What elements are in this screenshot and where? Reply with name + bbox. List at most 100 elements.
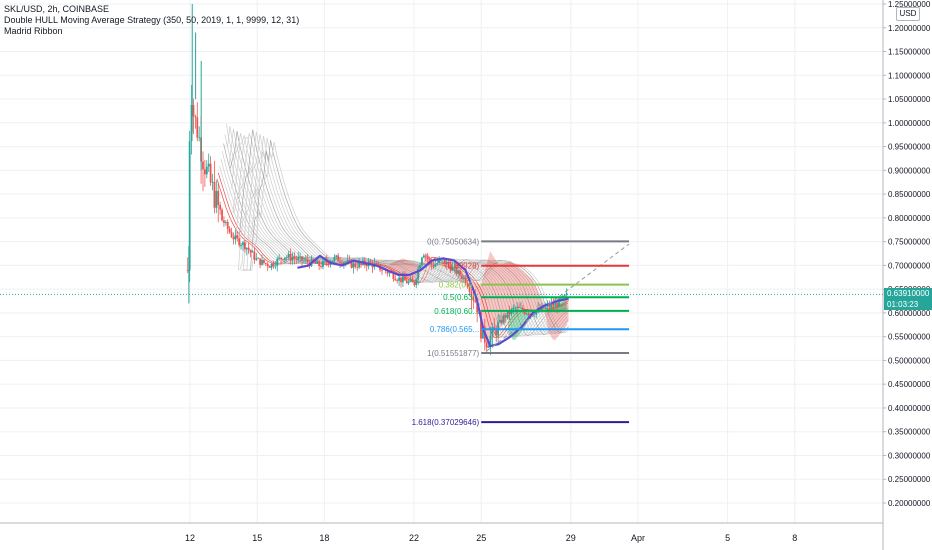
candle-up <box>558 298 560 307</box>
candle-down <box>386 270 389 274</box>
candle-up <box>255 258 258 260</box>
candle-down <box>365 264 368 267</box>
candle-down <box>392 272 395 280</box>
candle-up <box>240 245 242 246</box>
candle-up <box>440 259 442 261</box>
x-axis: 12 15 18 22 25 29 Apr 5 8 <box>185 533 797 543</box>
candle-up <box>421 257 423 266</box>
candle-up <box>285 257 288 258</box>
candle-up <box>352 263 355 268</box>
indicator-ribbon-label[interactable]: Madrid Ribbon <box>4 26 63 36</box>
candle-down <box>223 220 225 223</box>
candle-down <box>369 261 372 263</box>
fib-level-label: 1.618(0.37029646) <box>412 418 480 427</box>
candle-down <box>194 116 197 118</box>
candle-up <box>276 258 279 266</box>
ribbon-layer <box>216 123 569 342</box>
ribbon-line <box>236 129 569 336</box>
symbol-title: SKL/USD, 2h, COINBASE <box>4 4 110 14</box>
candle-down <box>257 258 260 260</box>
candle-up <box>502 315 505 323</box>
candle-up <box>287 254 290 258</box>
candle-up <box>251 251 254 253</box>
candle-down <box>381 269 383 271</box>
candle-up <box>535 310 538 315</box>
candle-up <box>211 181 214 183</box>
candle-down <box>394 279 397 281</box>
candle-up <box>434 264 437 267</box>
candle-up <box>563 295 566 296</box>
candle-up <box>402 276 404 283</box>
candle-up <box>499 319 501 323</box>
currency-button[interactable]: USD <box>896 7 920 21</box>
candle-down <box>523 310 526 314</box>
candle-up <box>245 247 248 250</box>
fib-level-label: 0.5(0.63... <box>443 293 479 302</box>
candle-down <box>243 242 246 250</box>
x-tick-label: 22 <box>409 533 419 543</box>
candle-up <box>335 255 338 257</box>
candle-down <box>348 260 351 261</box>
candle-down <box>339 261 341 263</box>
x-tick-label: 5 <box>725 533 730 543</box>
ribbon-line <box>245 142 568 334</box>
last-price-tag: 0.63910000 01:03:23 <box>884 288 932 311</box>
candle-down <box>295 258 298 260</box>
candle-down <box>293 258 296 259</box>
candle-down <box>466 283 469 288</box>
candle-up <box>520 307 522 309</box>
candle-down <box>306 259 309 263</box>
candle-down <box>403 276 406 281</box>
candle-down <box>424 255 427 257</box>
candle-down <box>217 190 220 205</box>
y-tick-label: 0.30000000 <box>888 451 931 460</box>
candle-down <box>443 258 446 264</box>
candle-down <box>203 169 206 175</box>
fib-layer: 0(0.75050634) (0.69928) 0.382(0.6... 0.5(0.… <box>0 237 883 427</box>
candle-up <box>554 302 557 306</box>
candle-up <box>278 257 281 259</box>
y-tick-label: 0.40000000 <box>888 404 931 413</box>
y-tick-label: 0.55000000 <box>888 333 931 342</box>
y-tick-label: 1.05000000 <box>888 95 931 104</box>
candle-up <box>407 281 410 284</box>
candle-up <box>409 279 412 282</box>
candle-down <box>504 315 507 318</box>
candle-down <box>320 266 322 267</box>
candle-down <box>221 209 223 221</box>
candle-up <box>436 263 439 265</box>
candle-up <box>489 335 492 347</box>
candle-down <box>552 303 555 306</box>
candle-up <box>283 257 286 260</box>
candle-down <box>196 117 199 138</box>
candle-down <box>428 258 431 261</box>
candles-layer <box>186 4 568 356</box>
candle-up <box>491 327 494 336</box>
candle-up <box>333 256 336 261</box>
candle-down <box>301 256 303 262</box>
candle-down <box>459 270 461 276</box>
candle-down <box>263 259 265 264</box>
y-tick-label: 0.70000000 <box>888 261 931 270</box>
candle-up <box>544 306 547 309</box>
candle-down <box>468 287 471 292</box>
candle-up <box>316 261 319 264</box>
candle-down <box>354 263 357 267</box>
candle-down <box>356 266 359 268</box>
candle-down <box>232 237 235 240</box>
y-tick-label: 1.25000000 <box>888 0 931 9</box>
candle-up <box>190 105 193 142</box>
candle-down <box>464 277 467 284</box>
candle-up <box>417 268 420 280</box>
indicator-hull-label[interactable]: Double HULL Moving Average Strategy (350… <box>4 15 300 25</box>
candle-down <box>375 263 378 265</box>
candle-down <box>495 329 498 336</box>
candle-down <box>202 161 204 170</box>
candle-down <box>253 251 256 260</box>
candle-up <box>514 307 517 309</box>
candle-down <box>396 280 399 282</box>
y-tick-label: 1.15000000 <box>888 48 931 57</box>
candle-down <box>228 228 231 233</box>
candle-up <box>422 255 425 258</box>
